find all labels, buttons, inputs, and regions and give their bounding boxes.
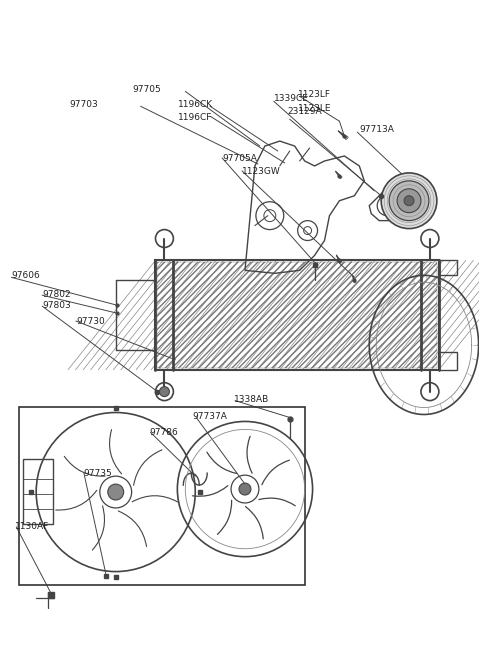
Text: 97705A: 97705A <box>222 155 257 164</box>
Circle shape <box>397 189 421 213</box>
Circle shape <box>108 484 124 500</box>
Bar <box>157 263 437 367</box>
Text: 97802: 97802 <box>42 290 71 299</box>
Text: 97730: 97730 <box>76 316 105 326</box>
Circle shape <box>389 181 429 221</box>
Text: 1123LE: 1123LE <box>298 103 331 113</box>
Circle shape <box>239 483 251 495</box>
Text: 1339CE: 1339CE <box>274 94 309 103</box>
Circle shape <box>404 196 414 206</box>
Text: 1196CK: 1196CK <box>179 100 214 109</box>
Text: 97786: 97786 <box>150 428 178 437</box>
Text: 97606: 97606 <box>12 271 40 280</box>
Circle shape <box>381 173 437 229</box>
Bar <box>156 261 439 370</box>
Text: 1123LF: 1123LF <box>298 90 331 99</box>
Bar <box>19 407 305 586</box>
Bar <box>23 459 53 524</box>
Text: 97737A: 97737A <box>192 412 227 421</box>
Text: 1196CF: 1196CF <box>179 113 213 122</box>
Text: 97803: 97803 <box>42 301 71 310</box>
Bar <box>439 261 457 275</box>
Bar <box>439 352 457 370</box>
Text: 97713A: 97713A <box>360 124 394 134</box>
Text: 1338AB: 1338AB <box>234 395 269 404</box>
Text: 97735: 97735 <box>83 468 112 477</box>
Text: 1130AF: 1130AF <box>15 522 49 531</box>
Text: 97703: 97703 <box>69 100 98 109</box>
Circle shape <box>159 386 169 396</box>
Text: 1123GW: 1123GW <box>242 168 281 176</box>
Text: 23129A: 23129A <box>288 107 323 116</box>
Text: 97705: 97705 <box>132 85 161 94</box>
